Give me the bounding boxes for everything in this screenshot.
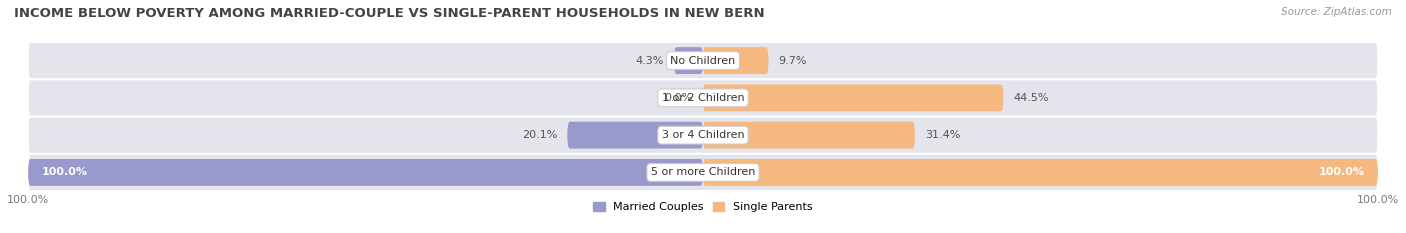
Text: 9.7%: 9.7% bbox=[779, 56, 807, 65]
Text: 100.0%: 100.0% bbox=[42, 168, 87, 177]
Text: 4.3%: 4.3% bbox=[636, 56, 664, 65]
FancyBboxPatch shape bbox=[28, 159, 703, 186]
FancyBboxPatch shape bbox=[28, 154, 1378, 191]
FancyBboxPatch shape bbox=[28, 117, 1378, 153]
Legend: Married Couples, Single Parents: Married Couples, Single Parents bbox=[593, 202, 813, 212]
FancyBboxPatch shape bbox=[28, 42, 1378, 79]
Text: Source: ZipAtlas.com: Source: ZipAtlas.com bbox=[1281, 7, 1392, 17]
Text: No Children: No Children bbox=[671, 56, 735, 65]
FancyBboxPatch shape bbox=[703, 122, 915, 149]
FancyBboxPatch shape bbox=[673, 47, 703, 74]
Text: 3 or 4 Children: 3 or 4 Children bbox=[662, 130, 744, 140]
FancyBboxPatch shape bbox=[703, 84, 1004, 111]
Text: 1 or 2 Children: 1 or 2 Children bbox=[662, 93, 744, 103]
FancyBboxPatch shape bbox=[568, 122, 703, 149]
Text: 100.0%: 100.0% bbox=[1319, 168, 1364, 177]
FancyBboxPatch shape bbox=[703, 159, 1378, 186]
FancyBboxPatch shape bbox=[28, 80, 1378, 116]
FancyBboxPatch shape bbox=[28, 80, 1378, 116]
Text: INCOME BELOW POVERTY AMONG MARRIED-COUPLE VS SINGLE-PARENT HOUSEHOLDS IN NEW BER: INCOME BELOW POVERTY AMONG MARRIED-COUPL… bbox=[14, 7, 765, 20]
FancyBboxPatch shape bbox=[28, 154, 1378, 191]
Text: 20.1%: 20.1% bbox=[522, 130, 557, 140]
FancyBboxPatch shape bbox=[703, 47, 769, 74]
Text: 5 or more Children: 5 or more Children bbox=[651, 168, 755, 177]
Text: 44.5%: 44.5% bbox=[1014, 93, 1049, 103]
Text: 0.0%: 0.0% bbox=[665, 93, 693, 103]
FancyBboxPatch shape bbox=[28, 117, 1378, 153]
FancyBboxPatch shape bbox=[28, 42, 1378, 79]
Text: 31.4%: 31.4% bbox=[925, 130, 960, 140]
